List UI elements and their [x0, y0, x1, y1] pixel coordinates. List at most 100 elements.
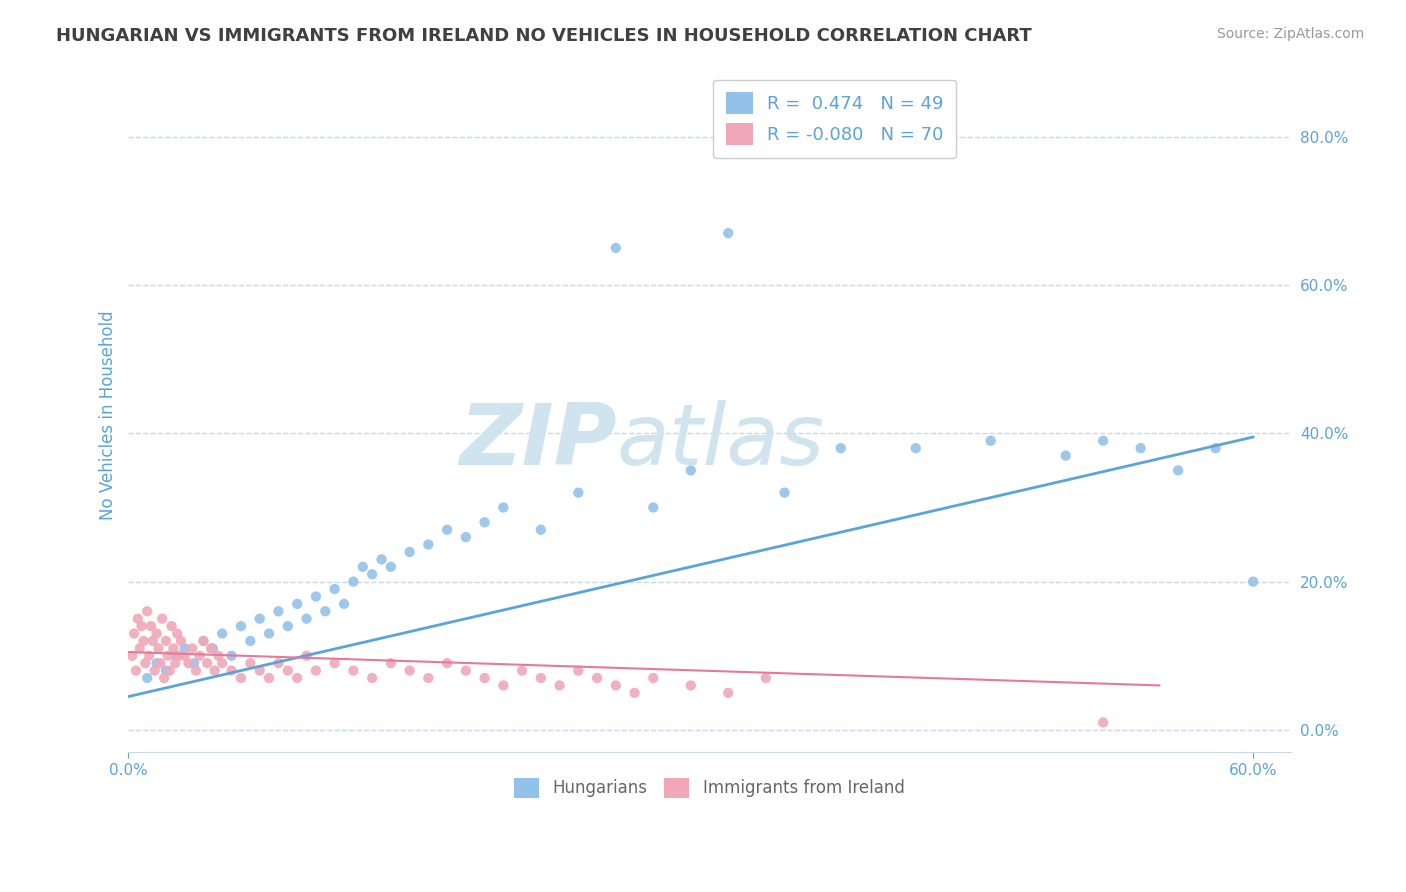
- Point: [548, 678, 571, 692]
- Point: [492, 678, 515, 692]
- Point: [773, 485, 796, 500]
- Point: [418, 671, 440, 685]
- Point: [904, 441, 927, 455]
- Point: [166, 626, 188, 640]
- Point: [159, 664, 181, 678]
- Point: [567, 485, 589, 500]
- Point: [145, 656, 167, 670]
- Point: [165, 656, 187, 670]
- Point: [605, 678, 627, 692]
- Point: [1054, 449, 1077, 463]
- Point: [170, 634, 193, 648]
- Point: [1129, 441, 1152, 455]
- Point: [249, 612, 271, 626]
- Point: [305, 664, 328, 678]
- Point: [156, 648, 179, 663]
- Point: [305, 590, 328, 604]
- Point: [139, 619, 162, 633]
- Point: [221, 664, 243, 678]
- Point: [131, 619, 153, 633]
- Point: [454, 530, 477, 544]
- Point: [173, 648, 195, 663]
- Point: [295, 648, 318, 663]
- Point: [980, 434, 1002, 448]
- Point: [361, 671, 384, 685]
- Point: [314, 604, 336, 618]
- Point: [323, 582, 346, 596]
- Legend: Hungarians, Immigrants from Ireland: Hungarians, Immigrants from Ireland: [508, 771, 911, 805]
- Point: [436, 523, 458, 537]
- Point: [342, 664, 364, 678]
- Point: [510, 664, 533, 678]
- Point: [125, 664, 148, 678]
- Point: [249, 664, 271, 678]
- Text: Source: ZipAtlas.com: Source: ZipAtlas.com: [1216, 27, 1364, 41]
- Point: [127, 612, 149, 626]
- Point: [134, 656, 156, 670]
- Text: atlas: atlas: [617, 401, 824, 483]
- Point: [295, 612, 318, 626]
- Point: [1092, 715, 1115, 730]
- Point: [285, 671, 308, 685]
- Point: [193, 634, 215, 648]
- Point: [188, 648, 211, 663]
- Point: [586, 671, 609, 685]
- Point: [184, 664, 207, 678]
- Point: [142, 634, 165, 648]
- Point: [717, 226, 740, 240]
- Text: HUNGARIAN VS IMMIGRANTS FROM IRELAND NO VEHICLES IN HOUSEHOLD CORRELATION CHART: HUNGARIAN VS IMMIGRANTS FROM IRELAND NO …: [56, 27, 1032, 45]
- Point: [277, 664, 299, 678]
- Point: [643, 671, 665, 685]
- Point: [530, 523, 553, 537]
- Point: [830, 441, 852, 455]
- Point: [181, 641, 204, 656]
- Point: [679, 678, 702, 692]
- Point: [229, 619, 252, 633]
- Point: [567, 664, 589, 678]
- Point: [755, 671, 778, 685]
- Point: [623, 686, 645, 700]
- Point: [342, 574, 364, 589]
- Point: [323, 656, 346, 670]
- Point: [153, 671, 176, 685]
- Point: [122, 626, 145, 640]
- Point: [352, 559, 374, 574]
- Point: [165, 648, 187, 663]
- Point: [239, 656, 262, 670]
- Point: [155, 634, 177, 648]
- Point: [418, 537, 440, 551]
- Point: [1092, 434, 1115, 448]
- Point: [183, 656, 205, 670]
- Point: [160, 619, 183, 633]
- Point: [132, 634, 155, 648]
- Point: [138, 648, 160, 663]
- Point: [143, 664, 166, 678]
- Point: [121, 648, 143, 663]
- Point: [267, 604, 290, 618]
- Point: [162, 641, 184, 656]
- Point: [380, 559, 402, 574]
- Point: [474, 516, 496, 530]
- Point: [436, 656, 458, 670]
- Point: [204, 664, 226, 678]
- Point: [454, 664, 477, 678]
- Point: [679, 463, 702, 477]
- Point: [195, 656, 218, 670]
- Point: [201, 641, 224, 656]
- Point: [207, 648, 229, 663]
- Text: ZIP: ZIP: [458, 401, 617, 483]
- Point: [277, 619, 299, 633]
- Point: [128, 641, 150, 656]
- Point: [530, 671, 553, 685]
- Point: [398, 664, 420, 678]
- Point: [239, 634, 262, 648]
- Point: [229, 671, 252, 685]
- Point: [155, 664, 177, 678]
- Point: [167, 648, 190, 663]
- Point: [257, 671, 280, 685]
- Point: [200, 641, 222, 656]
- Point: [173, 641, 195, 656]
- Point: [1167, 463, 1189, 477]
- Point: [267, 656, 290, 670]
- Point: [474, 671, 496, 685]
